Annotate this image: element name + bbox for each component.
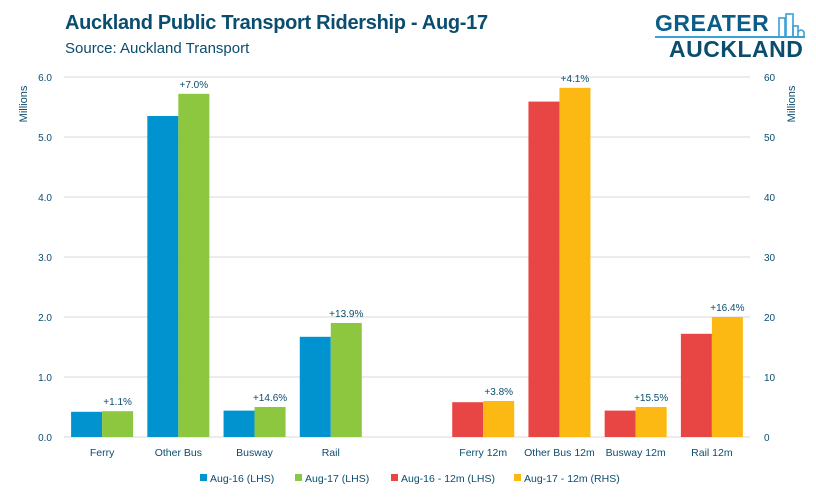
x-axis-labels: Ferry Other Bus Busway Rail Ferry 12m Other B…	[90, 447, 733, 459]
y-tick-left: 2.0	[38, 313, 52, 324]
legend-swatch	[200, 474, 207, 481]
legend-item: Aug-16 (LHS)	[200, 473, 274, 485]
y-tick-right: 60	[764, 73, 776, 84]
bar-busway-12m-aug17	[635, 407, 667, 437]
data-label: +4.1%	[561, 74, 590, 85]
logo-line1: GREATER	[655, 10, 770, 36]
data-label: +1.1%	[103, 397, 132, 408]
bar-rail-aug16	[299, 336, 331, 437]
legend-item: Aug-17 - 12m (RHS)	[514, 473, 620, 485]
y-tick-right: 20	[764, 313, 776, 324]
bar-ferry-12m-aug17	[483, 401, 515, 437]
y-axis-left: 0.0 1.0 2.0 3.0 4.0 5.0 6.0	[38, 73, 52, 444]
greater-auckland-logo: GREATER AUCKLAND	[655, 10, 805, 62]
x-tick-label: Busway 12m	[606, 447, 666, 459]
y-tick-left: 6.0	[38, 73, 52, 84]
bar-other-bus-12m-aug16	[528, 101, 560, 437]
logo-divider	[655, 36, 805, 38]
bar-busway-12m-aug16	[604, 410, 636, 437]
y-tick-left: 5.0	[38, 133, 52, 144]
bar-other-bus-aug17	[178, 93, 210, 438]
x-tick-label: Ferry	[90, 447, 115, 459]
data-label: +14.6%	[253, 393, 287, 404]
y-tick-right: 50	[764, 133, 776, 144]
chart-title: Auckland Public Transport Ridership - Au…	[65, 12, 488, 34]
bar-ferry-aug16	[71, 411, 103, 437]
logo-line2: AUCKLAND	[669, 36, 804, 62]
bar-ferry-12m-aug16	[452, 402, 484, 437]
legend-label: Aug-17 - 12m (RHS)	[524, 473, 620, 485]
data-label: +13.9%	[329, 309, 363, 320]
x-tick-label: Ferry 12m	[459, 447, 507, 459]
y-tick-right: 30	[764, 253, 776, 264]
x-tick-label: Other Bus	[155, 447, 202, 459]
y-axis-right: 0 10 20 30 40 50 60	[764, 73, 776, 444]
legend-swatch	[391, 474, 398, 481]
y-tick-right: 0	[764, 433, 770, 444]
bar-other-bus-12m-aug17	[559, 87, 591, 438]
y-tick-left: 1.0	[38, 373, 52, 384]
legend-label: Aug-16 (LHS)	[210, 473, 274, 485]
legend-swatch	[514, 474, 521, 481]
y-tick-left: 3.0	[38, 253, 52, 264]
legend: Aug-16 (LHS) Aug-17 (LHS) Aug-16 - 12m (LH…	[200, 473, 620, 485]
data-label: +3.8%	[484, 387, 513, 398]
data-label: +15.5%	[634, 393, 668, 404]
bars: +1.1% +7.0% +14.6% +13.9% +3.8% +4.1% +15.5% +1…	[71, 74, 745, 438]
y-tick-left: 4.0	[38, 193, 52, 204]
legend-item: Aug-16 - 12m (LHS)	[391, 473, 495, 485]
legend-label: Aug-17 (LHS)	[305, 473, 369, 485]
bar-other-bus-aug16	[147, 116, 179, 437]
y-tick-right: 40	[764, 193, 776, 204]
legend-label: Aug-16 - 12m (LHS)	[401, 473, 495, 485]
city-skyline-icon	[778, 13, 805, 38]
y-tick-left: 0.0	[38, 433, 52, 444]
bar-busway-aug16	[223, 410, 255, 437]
legend-item: Aug-17 (LHS)	[295, 473, 369, 485]
bar-ferry-aug17	[102, 411, 134, 437]
bar-busway-aug17	[254, 407, 286, 437]
bar-rail-aug17	[330, 323, 362, 437]
legend-swatch	[295, 474, 302, 481]
bar-rail-12m-aug16	[680, 333, 712, 437]
x-tick-label: Rail	[322, 447, 340, 459]
x-tick-label: Other Bus 12m	[524, 447, 595, 459]
y-axis-right-label: Millions	[786, 85, 798, 122]
data-label: +16.4%	[710, 303, 744, 314]
bar-rail-12m-aug17	[711, 317, 743, 437]
y-axis-left-label: Millions	[18, 85, 30, 122]
x-tick-label: Busway	[236, 447, 274, 459]
data-label: +7.0%	[180, 80, 209, 91]
x-tick-label: Rail 12m	[691, 447, 733, 459]
chart-subtitle: Source: Auckland Transport	[65, 40, 250, 57]
y-tick-right: 10	[764, 373, 776, 384]
